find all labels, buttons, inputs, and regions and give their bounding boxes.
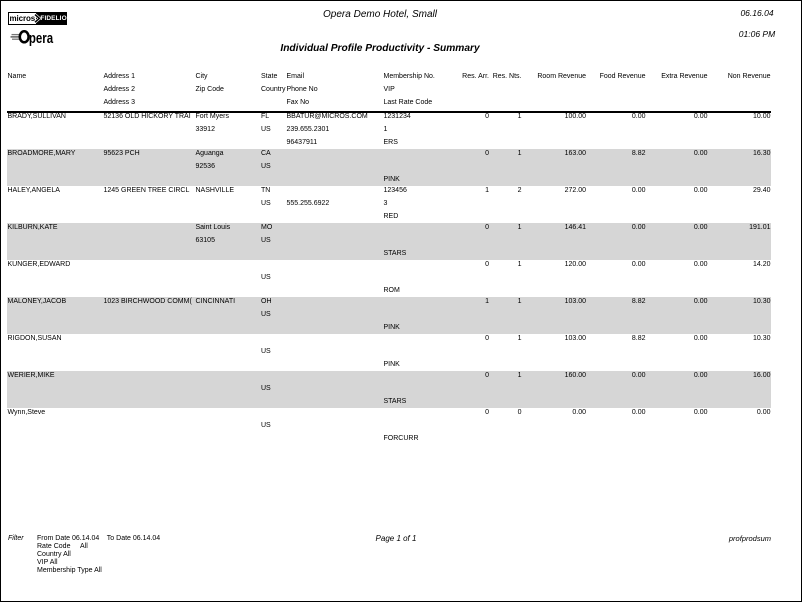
svg-text:pera: pera (29, 30, 54, 47)
